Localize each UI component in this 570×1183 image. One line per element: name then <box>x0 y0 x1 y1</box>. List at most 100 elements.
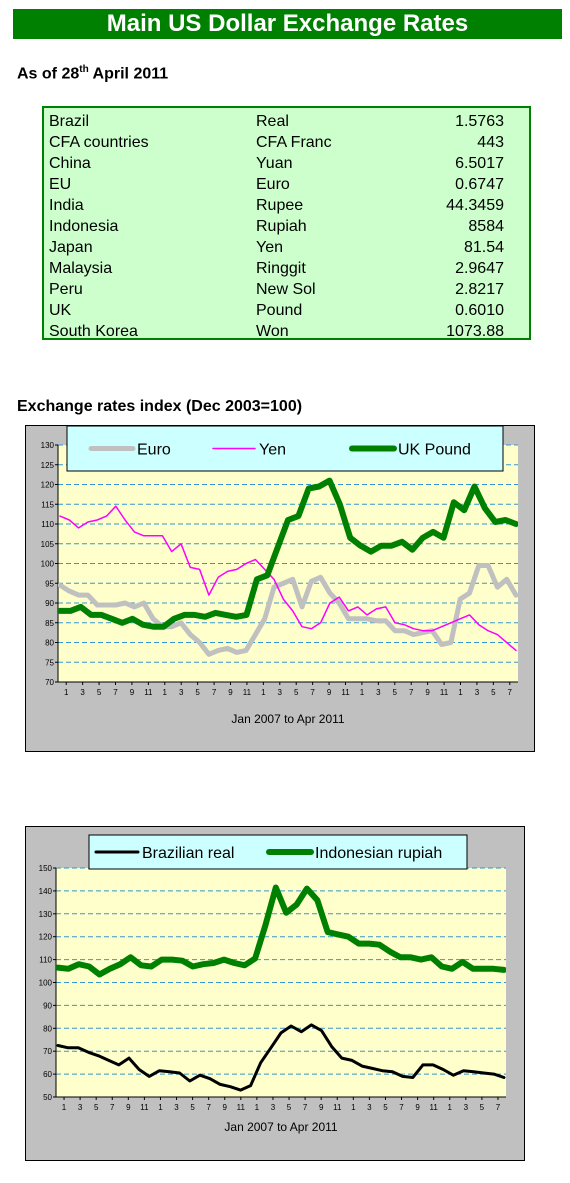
rate-cell: 1073.88 <box>446 322 504 340</box>
x-tick-label: 7 <box>303 1103 308 1112</box>
x-tick-label: 3 <box>464 1103 469 1112</box>
legend-label: Brazilian real <box>142 845 234 862</box>
x-tick-label: 7 <box>496 1103 501 1112</box>
x-tick-label: 1 <box>351 1103 356 1112</box>
x-tick-label: 11 <box>144 688 153 697</box>
x-axis-label: Jan 2007 to Apr 2011 <box>224 1120 338 1134</box>
x-tick-label: 5 <box>97 688 102 697</box>
x-tick-label: 7 <box>508 688 513 697</box>
x-tick-label: 11 <box>140 1103 149 1112</box>
table-row: China Yuan 6.5017 <box>49 153 504 174</box>
rate-cell: 0.6010 <box>455 301 504 319</box>
legend-label: Indonesian rupiah <box>315 845 442 862</box>
currency-cell: Yuan <box>256 154 293 172</box>
page-title: Main US Dollar Exchange Rates <box>13 9 562 39</box>
country-cell: Peru <box>49 280 83 298</box>
x-tick-label: 3 <box>174 1103 179 1112</box>
x-tick-label: 1 <box>64 688 69 697</box>
x-tick-label: 1 <box>458 688 463 697</box>
x-tick-label: 3 <box>376 688 381 697</box>
index-section-title: Exchange rates index (Dec 2003=100) <box>17 398 303 415</box>
x-tick-label: 11 <box>333 1103 342 1112</box>
rate-cell: 2.8217 <box>455 280 504 298</box>
legend-label: Yen <box>259 442 286 459</box>
table-row: Indonesia Rupiah 8584 <box>49 216 504 237</box>
table-row: UK Pound 0.6010 <box>49 300 504 321</box>
currency-cell: New Sol <box>256 280 316 298</box>
currency-cell: Yen <box>256 238 283 256</box>
x-tick-label: 3 <box>367 1103 372 1112</box>
country-cell: India <box>49 196 84 214</box>
rate-cell: 44.3459 <box>446 196 504 214</box>
x-tick-label: 11 <box>430 1103 439 1112</box>
x-tick-label: 11 <box>237 1103 246 1112</box>
y-tick-label: 110 <box>39 956 52 965</box>
y-tick-label: 120 <box>41 481 55 490</box>
rate-cell: 6.5017 <box>455 154 504 172</box>
x-tick-label: 5 <box>195 688 200 697</box>
x-tick-label: 5 <box>480 1103 485 1112</box>
series-line-indonesian-rupiah <box>56 884 506 978</box>
table-row: Malaysia Ringgit 2.9647 <box>49 258 504 279</box>
y-tick-label: 50 <box>43 1093 52 1102</box>
country-cell: South Korea <box>49 322 138 340</box>
x-tick-label: 9 <box>425 688 430 697</box>
as-of-date: As of 28th April 2011 <box>17 64 168 83</box>
country-cell: Indonesia <box>49 217 119 235</box>
y-tick-label: 115 <box>41 500 54 509</box>
x-tick-label: 9 <box>327 688 332 697</box>
y-tick-label: 90 <box>45 599 54 608</box>
y-tick-label: 60 <box>43 1070 52 1079</box>
legend-box <box>66 425 504 472</box>
x-tick-label: 7 <box>113 688 118 697</box>
y-tick-label: 150 <box>39 864 53 873</box>
y-tick-label: 100 <box>39 979 53 988</box>
x-tick-label: 7 <box>206 1103 211 1112</box>
rate-cell: 81.54 <box>463 238 504 256</box>
rate-cell: 443 <box>477 133 504 151</box>
series-line-uk-pound <box>58 477 518 630</box>
currency-cell: Pound <box>256 301 303 319</box>
table-row: India Rupee 44.3459 <box>49 195 504 216</box>
x-tick-label: 5 <box>287 1103 292 1112</box>
x-tick-label: 11 <box>440 688 449 697</box>
currency-cell: CFA Franc <box>256 133 332 151</box>
as-of-suffix: April 2011 <box>88 65 169 83</box>
x-tick-label: 11 <box>243 688 252 697</box>
x-tick-label: 9 <box>130 688 135 697</box>
series-line-euro <box>58 563 518 657</box>
x-tick-label: 3 <box>271 1103 276 1112</box>
y-tick-label: 95 <box>45 579 54 588</box>
rate-cell: 0.6747 <box>455 175 504 193</box>
table-row: Japan Yen 81.54 <box>49 237 504 258</box>
x-tick-label: 1 <box>62 1103 67 1112</box>
x-tick-label: 11 <box>341 688 350 697</box>
y-tick-label: 70 <box>43 1047 52 1056</box>
currency-cell: Rupiah <box>256 217 307 235</box>
country-cell: Malaysia <box>49 259 113 277</box>
exchange-rates-table: Brazil Real 1.5763 CFA countries CFA Franc 44… <box>42 106 531 340</box>
x-tick-label: 3 <box>78 1103 83 1112</box>
y-tick-label: 110 <box>41 520 54 529</box>
x-tick-label: 7 <box>409 688 414 697</box>
country-cell: Brazil <box>49 112 90 130</box>
currency-cell: Rupee <box>256 196 304 214</box>
y-tick-label: 75 <box>45 658 54 667</box>
country-cell: CFA countries <box>49 133 149 151</box>
as-of-ordinal: th <box>79 64 89 75</box>
currency-cell: Ringgit <box>256 259 306 277</box>
y-tick-label: 80 <box>45 639 54 648</box>
x-tick-label: 7 <box>399 1103 404 1112</box>
x-tick-label: 3 <box>475 688 480 697</box>
x-axis-label: Jan 2007 to Apr 2011 <box>231 712 345 726</box>
x-tick-label: 1 <box>163 688 168 697</box>
x-tick-label: 5 <box>383 1103 388 1112</box>
x-tick-label: 9 <box>415 1103 420 1112</box>
table-row: EU Euro 0.6747 <box>49 174 504 195</box>
legend: Euro Yen UK Pound <box>66 425 504 472</box>
x-tick-label: 7 <box>310 688 315 697</box>
x-tick-label: 3 <box>80 688 85 697</box>
y-tick-label: 125 <box>41 461 55 470</box>
legend: Brazilian real Indonesian rupiah <box>88 834 468 870</box>
